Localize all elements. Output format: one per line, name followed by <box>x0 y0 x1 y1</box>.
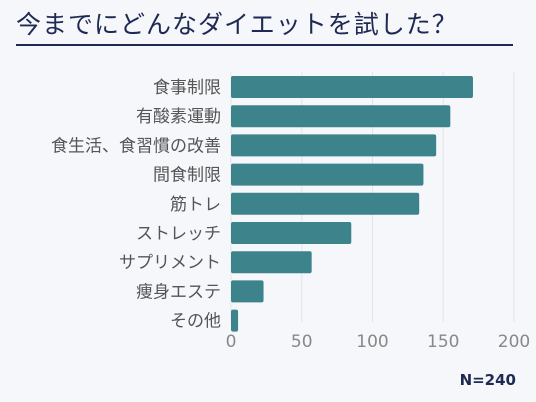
sample-size-note: N=240 <box>459 371 516 389</box>
category-label: 間食制限 <box>153 166 221 186</box>
bar <box>231 76 473 98</box>
bar <box>231 134 437 157</box>
bar <box>231 163 424 186</box>
bar <box>231 222 352 244</box>
title-block: 今までにどんなダイエットを試した？ <box>16 8 516 46</box>
bar <box>231 309 239 332</box>
x-tick-label: 0 <box>226 332 237 352</box>
x-tick-label: 200 <box>498 332 530 352</box>
category-label: 筋トレ <box>170 195 221 215</box>
category-label: 有酸素運動 <box>136 107 221 127</box>
x-tick-label: 100 <box>356 332 388 352</box>
x-tick-labels: 0 50 100 150 200 <box>226 332 531 352</box>
category-label: その他 <box>170 312 221 332</box>
category-label: 食事制限 <box>153 78 221 98</box>
category-label: 痩身エステ <box>136 282 221 302</box>
x-tick-label: 150 <box>427 332 459 352</box>
bar <box>231 251 312 274</box>
bar <box>231 105 451 128</box>
category-label: 食生活、食習慣の改善 <box>51 136 221 156</box>
bar <box>231 192 420 215</box>
chart-title: 今までにどんなダイエットを試した？ <box>16 10 458 39</box>
category-label: ストレッチ <box>136 224 221 244</box>
title-underline <box>16 44 513 46</box>
bars <box>231 76 473 332</box>
bar <box>231 280 264 303</box>
category-labels: 食事制限有酸素運動食生活、食習慣の改善間食制限筋トレストレッチサプリメント痩身エ… <box>51 78 221 332</box>
x-tick-label: 50 <box>291 332 313 352</box>
category-label: サプリメント <box>119 253 221 273</box>
